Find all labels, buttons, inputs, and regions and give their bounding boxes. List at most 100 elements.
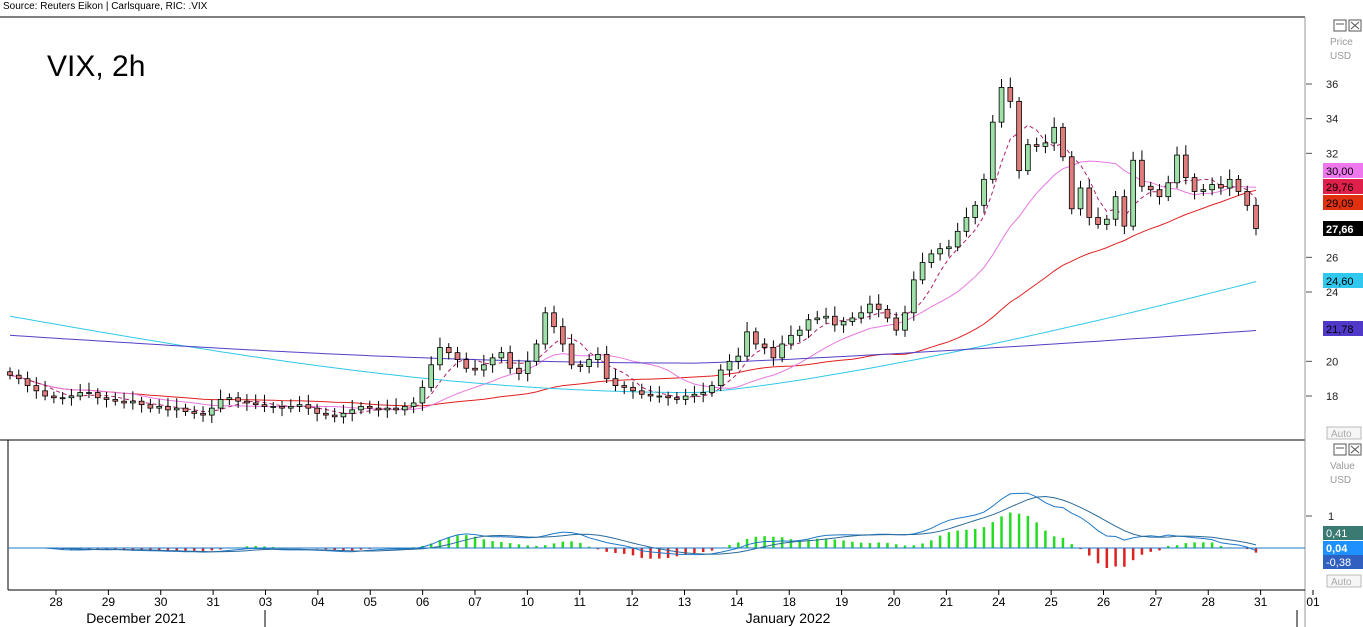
candle-up [735,355,742,362]
indicator-maximize-icon[interactable] [1333,443,1347,456]
candle-down [832,315,838,326]
candle-down [445,347,452,354]
candle-up [1200,189,1207,192]
indicator-close-stroke2 [1350,445,1360,454]
candle-down [1121,196,1128,227]
candle-up [586,359,592,367]
candle-up [77,392,84,397]
candle-up [981,178,987,206]
candle-down [1253,204,1259,229]
price-auto-button[interactable] [1326,426,1362,440]
candle-down [15,374,22,380]
candle-down [138,400,145,406]
price-tick-label: 24 [1326,287,1338,299]
date-tick-label: 14 [730,595,744,609]
candle-up [1209,184,1215,191]
candle-up [656,395,663,398]
candle-down [621,385,628,388]
candle-up [384,407,391,411]
maximize-icon[interactable] [1333,19,1347,32]
date-tick-label: 29 [102,595,116,609]
candle-down [647,393,654,397]
candle-down [603,353,610,380]
date-tick-label: 11 [574,595,587,609]
candle-up [217,399,224,409]
candle-up [1130,159,1136,227]
date-tick-label: 13 [678,595,692,609]
candle-down [244,400,250,404]
macd-badge-box [1323,526,1363,540]
price-badge-label: 29,09 [1326,198,1354,210]
date-tick-label: 31 [206,595,220,609]
price-badge-label: 29,76 [1326,182,1354,194]
candle-up [209,407,215,416]
pane-window-icons[interactable] [1333,19,1362,32]
candle-up [919,262,926,281]
price-badge-box [1323,221,1363,236]
candle-down [147,404,154,409]
candle-up [928,253,935,263]
price-badge-box [1323,273,1363,288]
date-tick-label: 12 [625,595,639,609]
candle-down [366,405,373,409]
macd-badges: 0,41 0,04 -0,38 [1323,526,1363,569]
candle-down [1086,187,1093,218]
price-badge-box [1323,321,1363,336]
price-badge-label: 24,60 [1326,276,1354,288]
candle-down [516,367,522,374]
ma-purple-line [9,330,1257,364]
candle-down [103,397,110,400]
candle-down [674,397,680,400]
candle-down [893,317,900,331]
value-axis-unit: USD [1330,475,1351,486]
ma-red-line [9,189,1257,407]
date-tick-label: 20 [887,595,901,609]
candle-down [884,308,891,319]
value-auto-button[interactable] [1326,574,1362,588]
candle-up [805,319,812,331]
candle-up [691,393,698,397]
candle-down [1007,87,1014,102]
candle-down [94,392,101,399]
macd-badge-box [1323,541,1363,555]
candle-up [779,343,785,359]
macd-signal-line [10,495,1257,555]
candle-down [761,343,768,348]
date-tick-label: 27 [1149,595,1163,609]
candle-down [42,390,48,397]
date-tick-label: 06 [416,595,430,609]
month-label: December 2021 [86,610,186,626]
candle-up [1042,142,1049,147]
candle-up [419,386,426,404]
candle-down [1235,178,1242,192]
price-tick-label: 26 [1326,252,1338,264]
date-tick-label: 05 [364,595,378,609]
candle-down [1218,184,1224,189]
candle-up [270,405,277,408]
candle-down [577,364,584,367]
price-tick-label: 36 [1326,79,1338,91]
candle-down [559,326,566,345]
price-badge-box [1323,163,1363,178]
moving-averages [9,124,1257,415]
candle-down [235,397,241,402]
candle-down [1060,126,1066,158]
candle-down [24,378,31,386]
candle-down [454,352,461,360]
candle-up [954,230,961,248]
candle-down [472,367,478,371]
candle-up [287,405,294,409]
candle-up [130,400,136,404]
candle-up [358,405,364,411]
ma-cyan-line [9,281,1257,393]
indicator-window-icons[interactable] [1333,443,1362,456]
candle-down [1139,159,1145,187]
price-tick-label: 32 [1326,148,1338,160]
candle-up [989,121,996,180]
date-tick-label: 01 [1306,595,1320,609]
date-tick-label: 31 [1254,595,1268,609]
candle-up [726,360,733,371]
price-tick-label: 20 [1326,356,1338,368]
candle-down [1156,189,1163,198]
